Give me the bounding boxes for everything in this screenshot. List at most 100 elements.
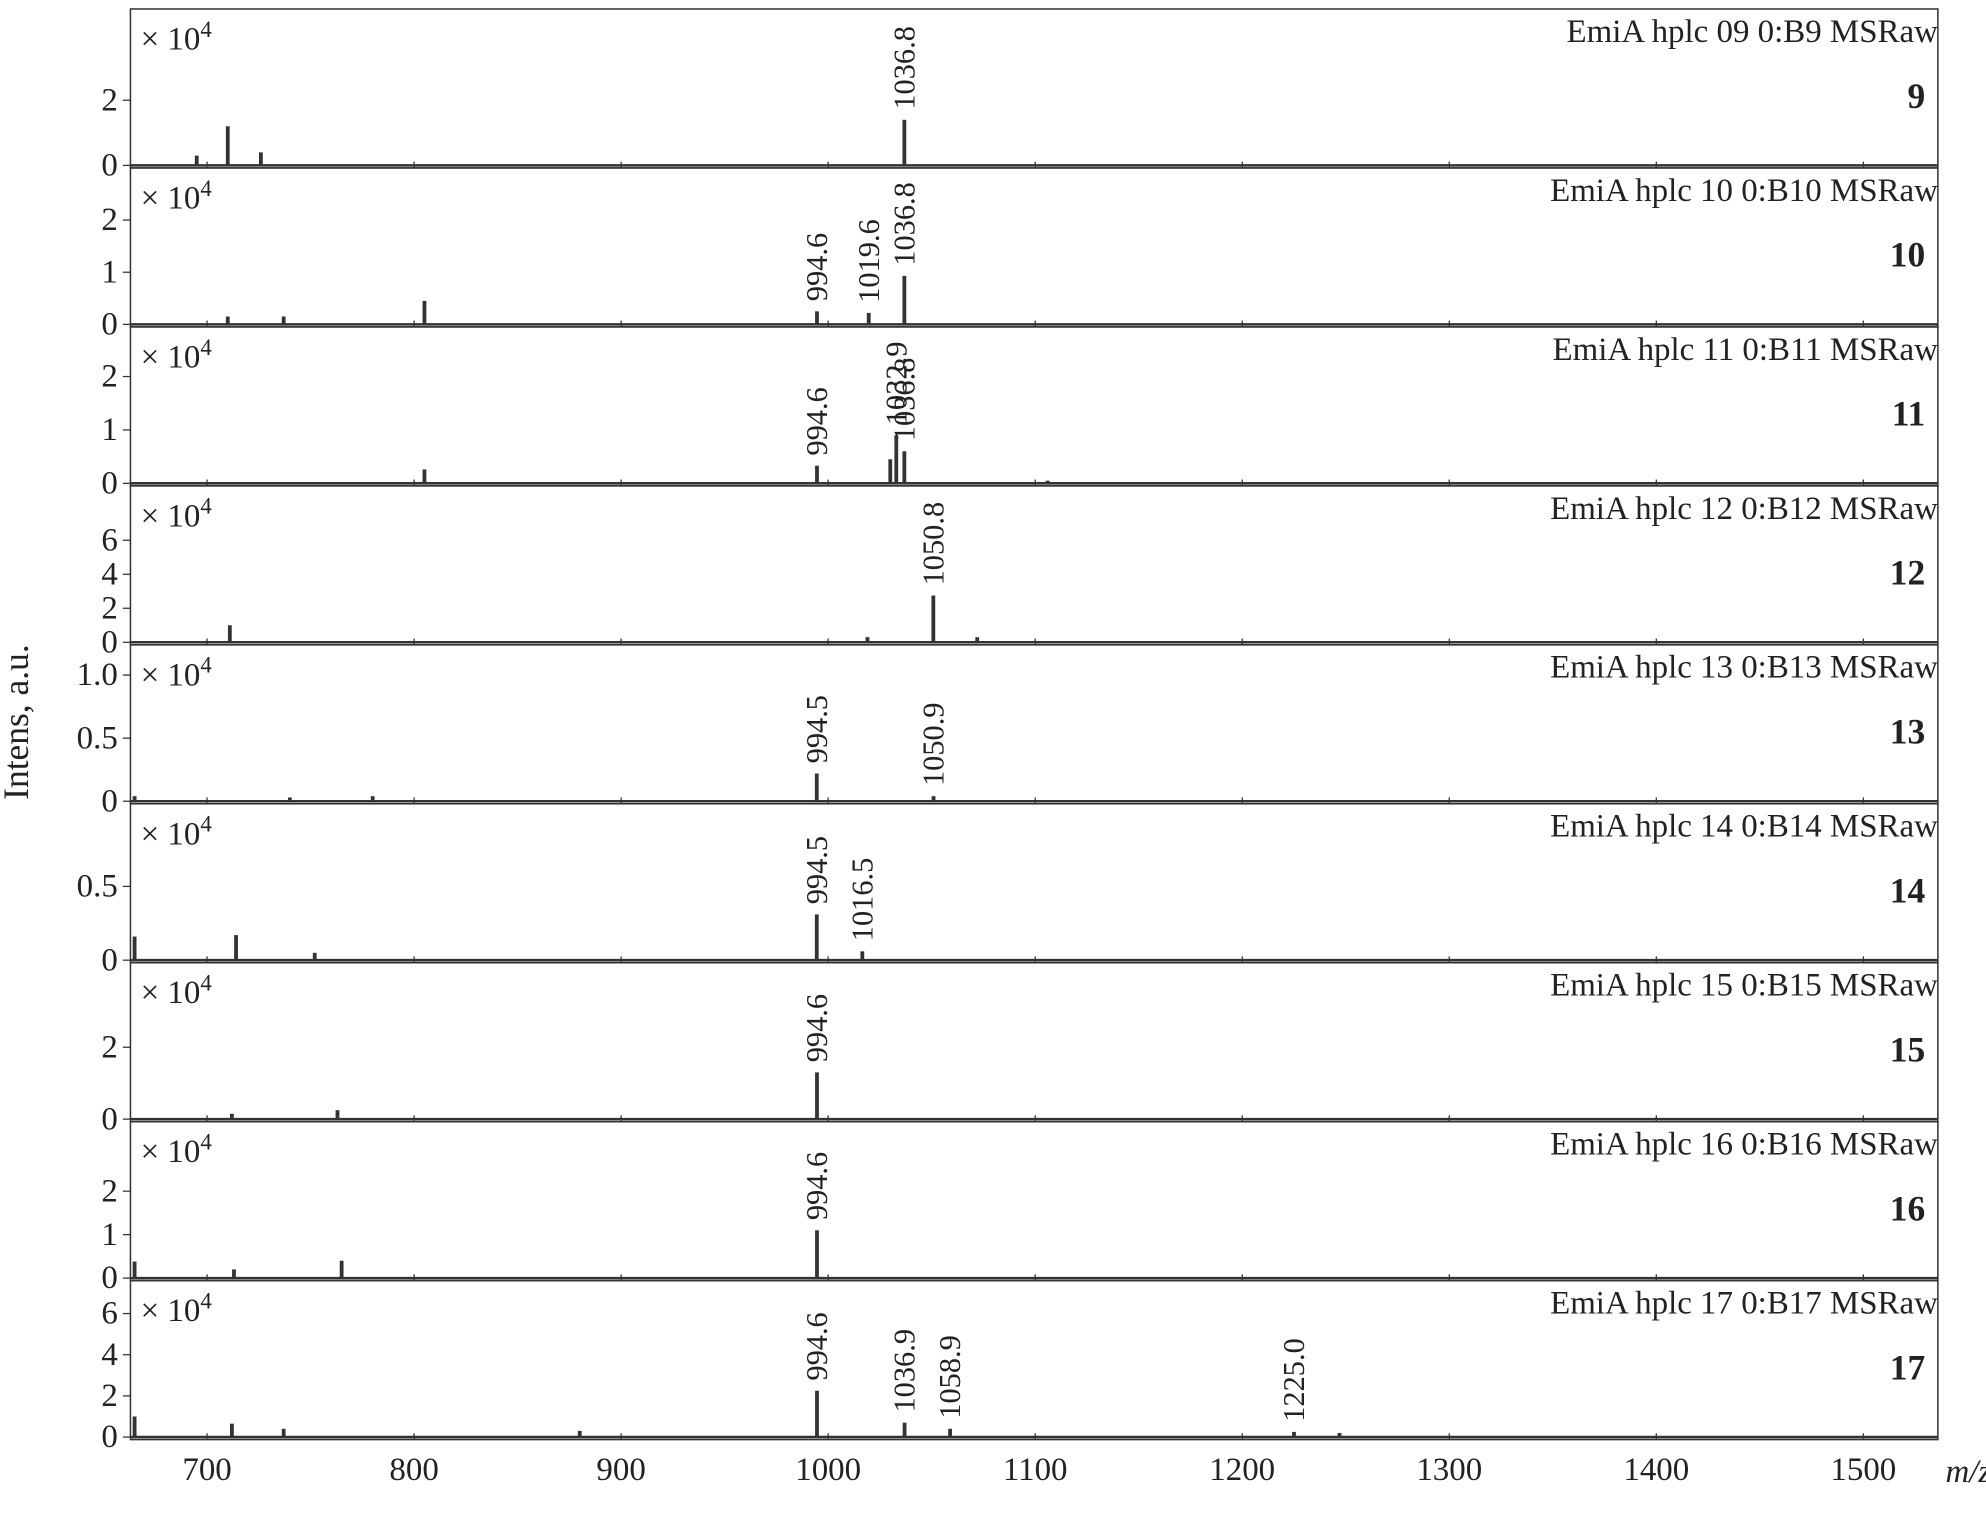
peak — [281, 1428, 286, 1438]
multiplier-exp: 4 — [200, 335, 212, 360]
peak — [132, 936, 137, 961]
peak — [577, 1430, 582, 1438]
panel-title: EmiA hplc 17 0:B17 MSRaw — [1550, 1286, 1938, 1322]
peak-label: 1036.8 — [887, 182, 921, 266]
x-tick-label: 1500 — [1830, 1452, 1896, 1488]
peak — [225, 126, 230, 166]
y-axis-label: Intens, a.u. — [0, 644, 36, 800]
peak — [865, 637, 870, 643]
peak — [312, 952, 317, 961]
x-tick-label: 1400 — [1623, 1452, 1689, 1488]
multiplier-exp: 4 — [200, 494, 212, 519]
peak — [860, 951, 865, 961]
peak — [894, 435, 899, 484]
multiplier: × 104 — [141, 971, 213, 1012]
peak-label: 994.6 — [800, 233, 834, 301]
peak — [370, 796, 375, 802]
peak — [902, 119, 907, 166]
peak — [815, 465, 819, 484]
y-tick-label: 0 — [101, 1419, 117, 1455]
peak — [230, 1113, 234, 1120]
peak — [948, 1428, 953, 1438]
peak-label: 1032.9 — [879, 342, 913, 426]
panel-label: 10 — [1890, 235, 1925, 275]
peak-label: 1058.9 — [933, 1335, 967, 1419]
y-tick-label: 1 — [101, 412, 117, 448]
panel-label: 15 — [1890, 1030, 1925, 1070]
multiplier-base: × 10 — [141, 657, 201, 693]
peak — [902, 275, 907, 325]
multiplier-exp: 4 — [200, 653, 212, 678]
peak — [194, 155, 199, 166]
multiplier: × 104 — [141, 335, 213, 376]
multiplier-base: × 10 — [141, 1293, 201, 1329]
peak — [1337, 1432, 1342, 1438]
panel-label: 12 — [1890, 553, 1925, 593]
peak — [815, 311, 819, 325]
peak-label: 1225.0 — [1277, 1338, 1311, 1422]
panel-label: 9 — [1907, 76, 1925, 116]
multiplier-base: × 10 — [141, 22, 201, 58]
peak-label: 994.5 — [800, 836, 834, 904]
y-tick-label: 0 — [101, 1260, 117, 1296]
multiplier-exp: 4 — [200, 1288, 212, 1313]
y-tick-label: 2 — [101, 1029, 117, 1065]
y-tick-label: 4 — [101, 556, 117, 592]
y-tick-label: 0 — [101, 624, 117, 660]
peak — [902, 1422, 907, 1438]
peak — [1292, 1431, 1296, 1438]
panel-title: EmiA hplc 11 0:B11 MSRaw — [1553, 332, 1939, 368]
y-tick-label: 2 — [101, 82, 117, 118]
panel-title: EmiA hplc 13 0:B13 MSRaw — [1550, 650, 1938, 686]
x-tick-label: 1000 — [795, 1452, 861, 1488]
y-tick-label: 6 — [101, 1296, 117, 1332]
peak — [815, 1390, 819, 1438]
y-tick-label: 0 — [101, 783, 117, 819]
peak — [888, 459, 893, 484]
peak — [132, 1261, 137, 1279]
peak — [230, 1423, 234, 1438]
peak — [931, 796, 936, 802]
multiplier-base: × 10 — [141, 498, 201, 534]
peak — [866, 312, 871, 325]
panel-title: EmiA hplc 09 0:B9 MSRaw — [1567, 14, 1939, 50]
x-tick-label: 1100 — [1003, 1452, 1068, 1488]
multiplier: × 104 — [141, 1288, 213, 1329]
y-tick-label: 2 — [101, 590, 117, 626]
multiplier-base: × 10 — [141, 816, 201, 852]
multiplier: × 104 — [141, 653, 213, 694]
y-tick-label: 2 — [101, 1173, 117, 1209]
multiplier-base: × 10 — [141, 339, 201, 375]
peak-label: 1036.8 — [887, 26, 921, 110]
peak — [132, 1416, 137, 1438]
y-tick-label: 0 — [101, 306, 117, 342]
peak — [815, 1230, 819, 1279]
peak — [225, 316, 230, 325]
panel-title: EmiA hplc 15 0:B15 MSRaw — [1550, 968, 1938, 1004]
x-tick-label: 900 — [596, 1452, 645, 1488]
peak — [232, 1269, 236, 1279]
peak — [902, 451, 907, 484]
multiplier-exp: 4 — [200, 17, 212, 42]
peak — [132, 796, 137, 802]
panel-title: EmiA hplc 12 0:B12 MSRaw — [1550, 491, 1938, 527]
peak-label: 1050.9 — [917, 703, 951, 787]
x-tick-label: 1200 — [1209, 1452, 1275, 1488]
peak — [814, 914, 819, 961]
peak-label: 994.6 — [800, 1312, 834, 1380]
peak-label: 1019.6 — [852, 219, 886, 303]
multiplier-exp: 4 — [200, 176, 212, 201]
y-tick-label: 1 — [101, 254, 117, 290]
peak — [422, 469, 427, 484]
panel-label: 16 — [1890, 1188, 1925, 1228]
panel-title: EmiA hplc 10 0:B10 MSRaw — [1550, 173, 1938, 209]
panel-label: 17 — [1890, 1347, 1925, 1387]
peak — [227, 625, 232, 643]
peak-label: 994.6 — [800, 1152, 834, 1220]
peak — [422, 300, 427, 325]
peak — [814, 773, 819, 802]
multiplier-base: × 10 — [141, 1134, 201, 1170]
peak-label: 1036.9 — [888, 1329, 922, 1413]
panel-label: 13 — [1890, 712, 1925, 752]
